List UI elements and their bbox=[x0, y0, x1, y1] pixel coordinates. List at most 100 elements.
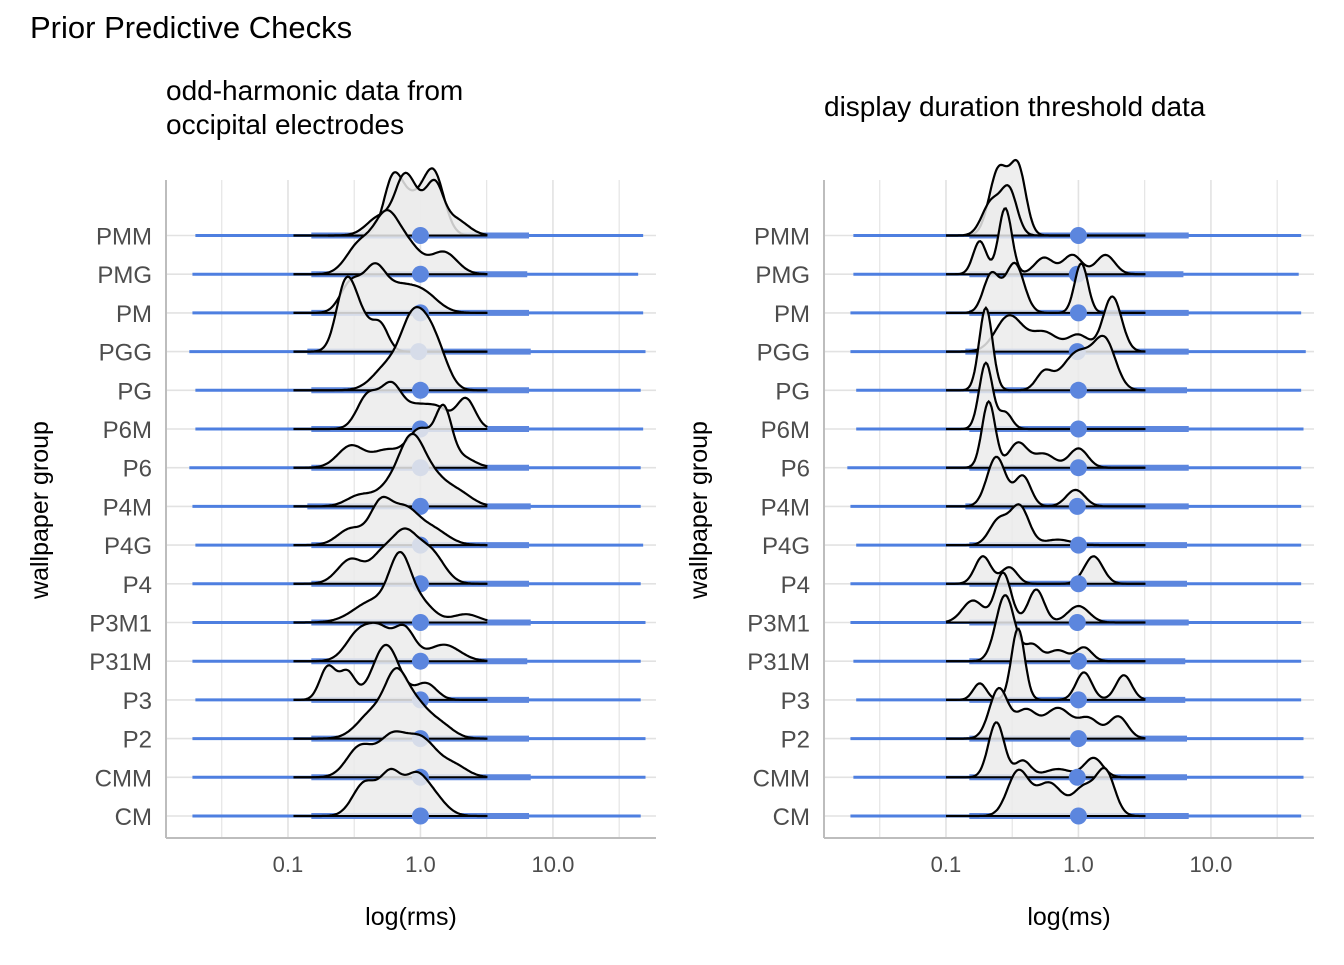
y-tick-label: PGG bbox=[757, 340, 810, 367]
y-tick-label: PM bbox=[774, 301, 810, 328]
y-axis-label: wallpaper group bbox=[685, 421, 713, 600]
x-tick-label: 0.1 bbox=[273, 852, 304, 877]
y-tick-label: P3M1 bbox=[89, 611, 152, 638]
prior-point bbox=[411, 497, 429, 515]
density-cmm-fill bbox=[945, 722, 1146, 778]
y-tick-label: P31M bbox=[747, 649, 810, 676]
density-p2 bbox=[946, 686, 1146, 740]
density-p3-fill bbox=[945, 628, 1146, 700]
density-pg-fill bbox=[293, 307, 488, 391]
y-tick-label: CMM bbox=[753, 765, 810, 792]
y-tick-label: PMM bbox=[754, 224, 810, 251]
y-tick-label: P3 bbox=[123, 688, 152, 715]
y-tick-label: P4G bbox=[762, 533, 810, 560]
density-cm-fill bbox=[293, 768, 488, 816]
x-tick-label: 10.0 bbox=[1190, 852, 1233, 877]
panel-title: odd-harmonic data from occipital electrod… bbox=[166, 75, 463, 140]
density-p4-fill bbox=[293, 528, 488, 584]
density-pmg-fill bbox=[945, 208, 1146, 275]
x-tick-label: 1.0 bbox=[405, 852, 436, 877]
density-p4m-fill bbox=[293, 433, 488, 507]
density-pmm bbox=[946, 184, 1146, 237]
y-tick-label: P3 bbox=[781, 688, 810, 715]
density-p4-fill bbox=[945, 556, 1146, 584]
x-tick-label: 10.0 bbox=[532, 852, 575, 877]
panel-2: display duration threshold data CM CMM P2 P3… bbox=[685, 91, 1314, 931]
y-tick-label: P6M bbox=[761, 417, 810, 444]
y-tick-label: PG bbox=[117, 378, 152, 405]
density-pmg-fill bbox=[293, 210, 488, 275]
density-top-fill bbox=[945, 160, 1089, 236]
density-p31m bbox=[293, 621, 488, 663]
density-pgg-fill bbox=[293, 276, 488, 352]
panel-1: odd-harmonic data from occipital electrod… bbox=[26, 75, 656, 931]
y-tick-label: P2 bbox=[123, 727, 152, 754]
prior-point bbox=[1069, 381, 1087, 399]
density-cmm bbox=[293, 730, 488, 779]
prior-point bbox=[411, 227, 429, 244]
y-tick-label: P4G bbox=[104, 533, 152, 560]
y-tick-label: P4 bbox=[123, 572, 152, 599]
density-p6 bbox=[293, 403, 488, 469]
y-tick-label: P4M bbox=[761, 494, 810, 521]
density-pg bbox=[946, 305, 1146, 392]
y-tick-label: P4 bbox=[781, 572, 810, 599]
prior-point bbox=[1069, 536, 1087, 554]
prior-point bbox=[1069, 420, 1087, 438]
y-axis-label: wallpaper group bbox=[26, 421, 54, 600]
y-tick-label: P6 bbox=[123, 456, 152, 483]
y-tick-label: CM bbox=[115, 804, 152, 831]
y-tick-label: PM bbox=[116, 301, 152, 328]
y-tick-label: P6M bbox=[103, 417, 152, 444]
density-pm bbox=[293, 262, 488, 314]
density-cm-fill bbox=[945, 768, 1146, 816]
density-p3m1-fill bbox=[945, 572, 1146, 623]
y-tick-label: PG bbox=[775, 378, 810, 405]
prior-point bbox=[1069, 304, 1087, 322]
y-tick-label: P3M1 bbox=[747, 611, 810, 638]
prior-point bbox=[1069, 575, 1087, 593]
prior-point bbox=[1068, 768, 1086, 786]
y-tick-label: P4M bbox=[103, 494, 152, 521]
density-p4g bbox=[946, 503, 1146, 547]
density-p6m-fill bbox=[945, 362, 1146, 429]
density-p4g-fill bbox=[945, 504, 1146, 546]
y-tick-label: P6 bbox=[781, 456, 810, 483]
y-tick-label: PMG bbox=[755, 262, 810, 289]
x-tick-label: 0.1 bbox=[931, 852, 962, 877]
density-p4m-fill bbox=[945, 456, 1146, 507]
prior-point bbox=[1069, 459, 1087, 477]
prior-point bbox=[411, 614, 429, 631]
x-axis-label: log(rms) bbox=[365, 903, 457, 931]
y-tick-label: CM bbox=[773, 804, 810, 831]
prior-point bbox=[1068, 614, 1086, 631]
prior-point bbox=[1069, 807, 1087, 825]
x-axis-label: log(ms) bbox=[1027, 903, 1110, 931]
density-p2-fill bbox=[293, 668, 488, 739]
prior-point bbox=[411, 381, 429, 399]
prior-point bbox=[411, 265, 429, 283]
density-pmm-fill bbox=[945, 185, 1146, 236]
prior-point bbox=[1069, 730, 1087, 748]
y-tick-label: PGG bbox=[99, 340, 152, 367]
density-p4g bbox=[293, 495, 488, 547]
prior-point bbox=[1068, 497, 1086, 515]
density-p31m-fill bbox=[945, 595, 1146, 662]
density-pmg bbox=[946, 207, 1146, 276]
y-tick-label: PMG bbox=[97, 262, 152, 289]
panel-title: display duration threshold data bbox=[824, 91, 1206, 122]
density-pgg-fill bbox=[945, 296, 1146, 352]
y-tick-label: CMM bbox=[95, 765, 152, 792]
density-p6-fill bbox=[945, 401, 1146, 468]
density-p31m-fill bbox=[293, 622, 488, 662]
prior-point bbox=[1069, 691, 1087, 709]
prior-point bbox=[1069, 652, 1087, 670]
y-tick-label: P31M bbox=[89, 649, 152, 676]
density-cmm bbox=[946, 721, 1146, 779]
x-tick-label: 1.0 bbox=[1063, 852, 1094, 877]
y-tick-label: P2 bbox=[781, 727, 810, 754]
figure-title: Prior Predictive Checks bbox=[30, 10, 353, 45]
density-p3m1 bbox=[293, 550, 488, 624]
